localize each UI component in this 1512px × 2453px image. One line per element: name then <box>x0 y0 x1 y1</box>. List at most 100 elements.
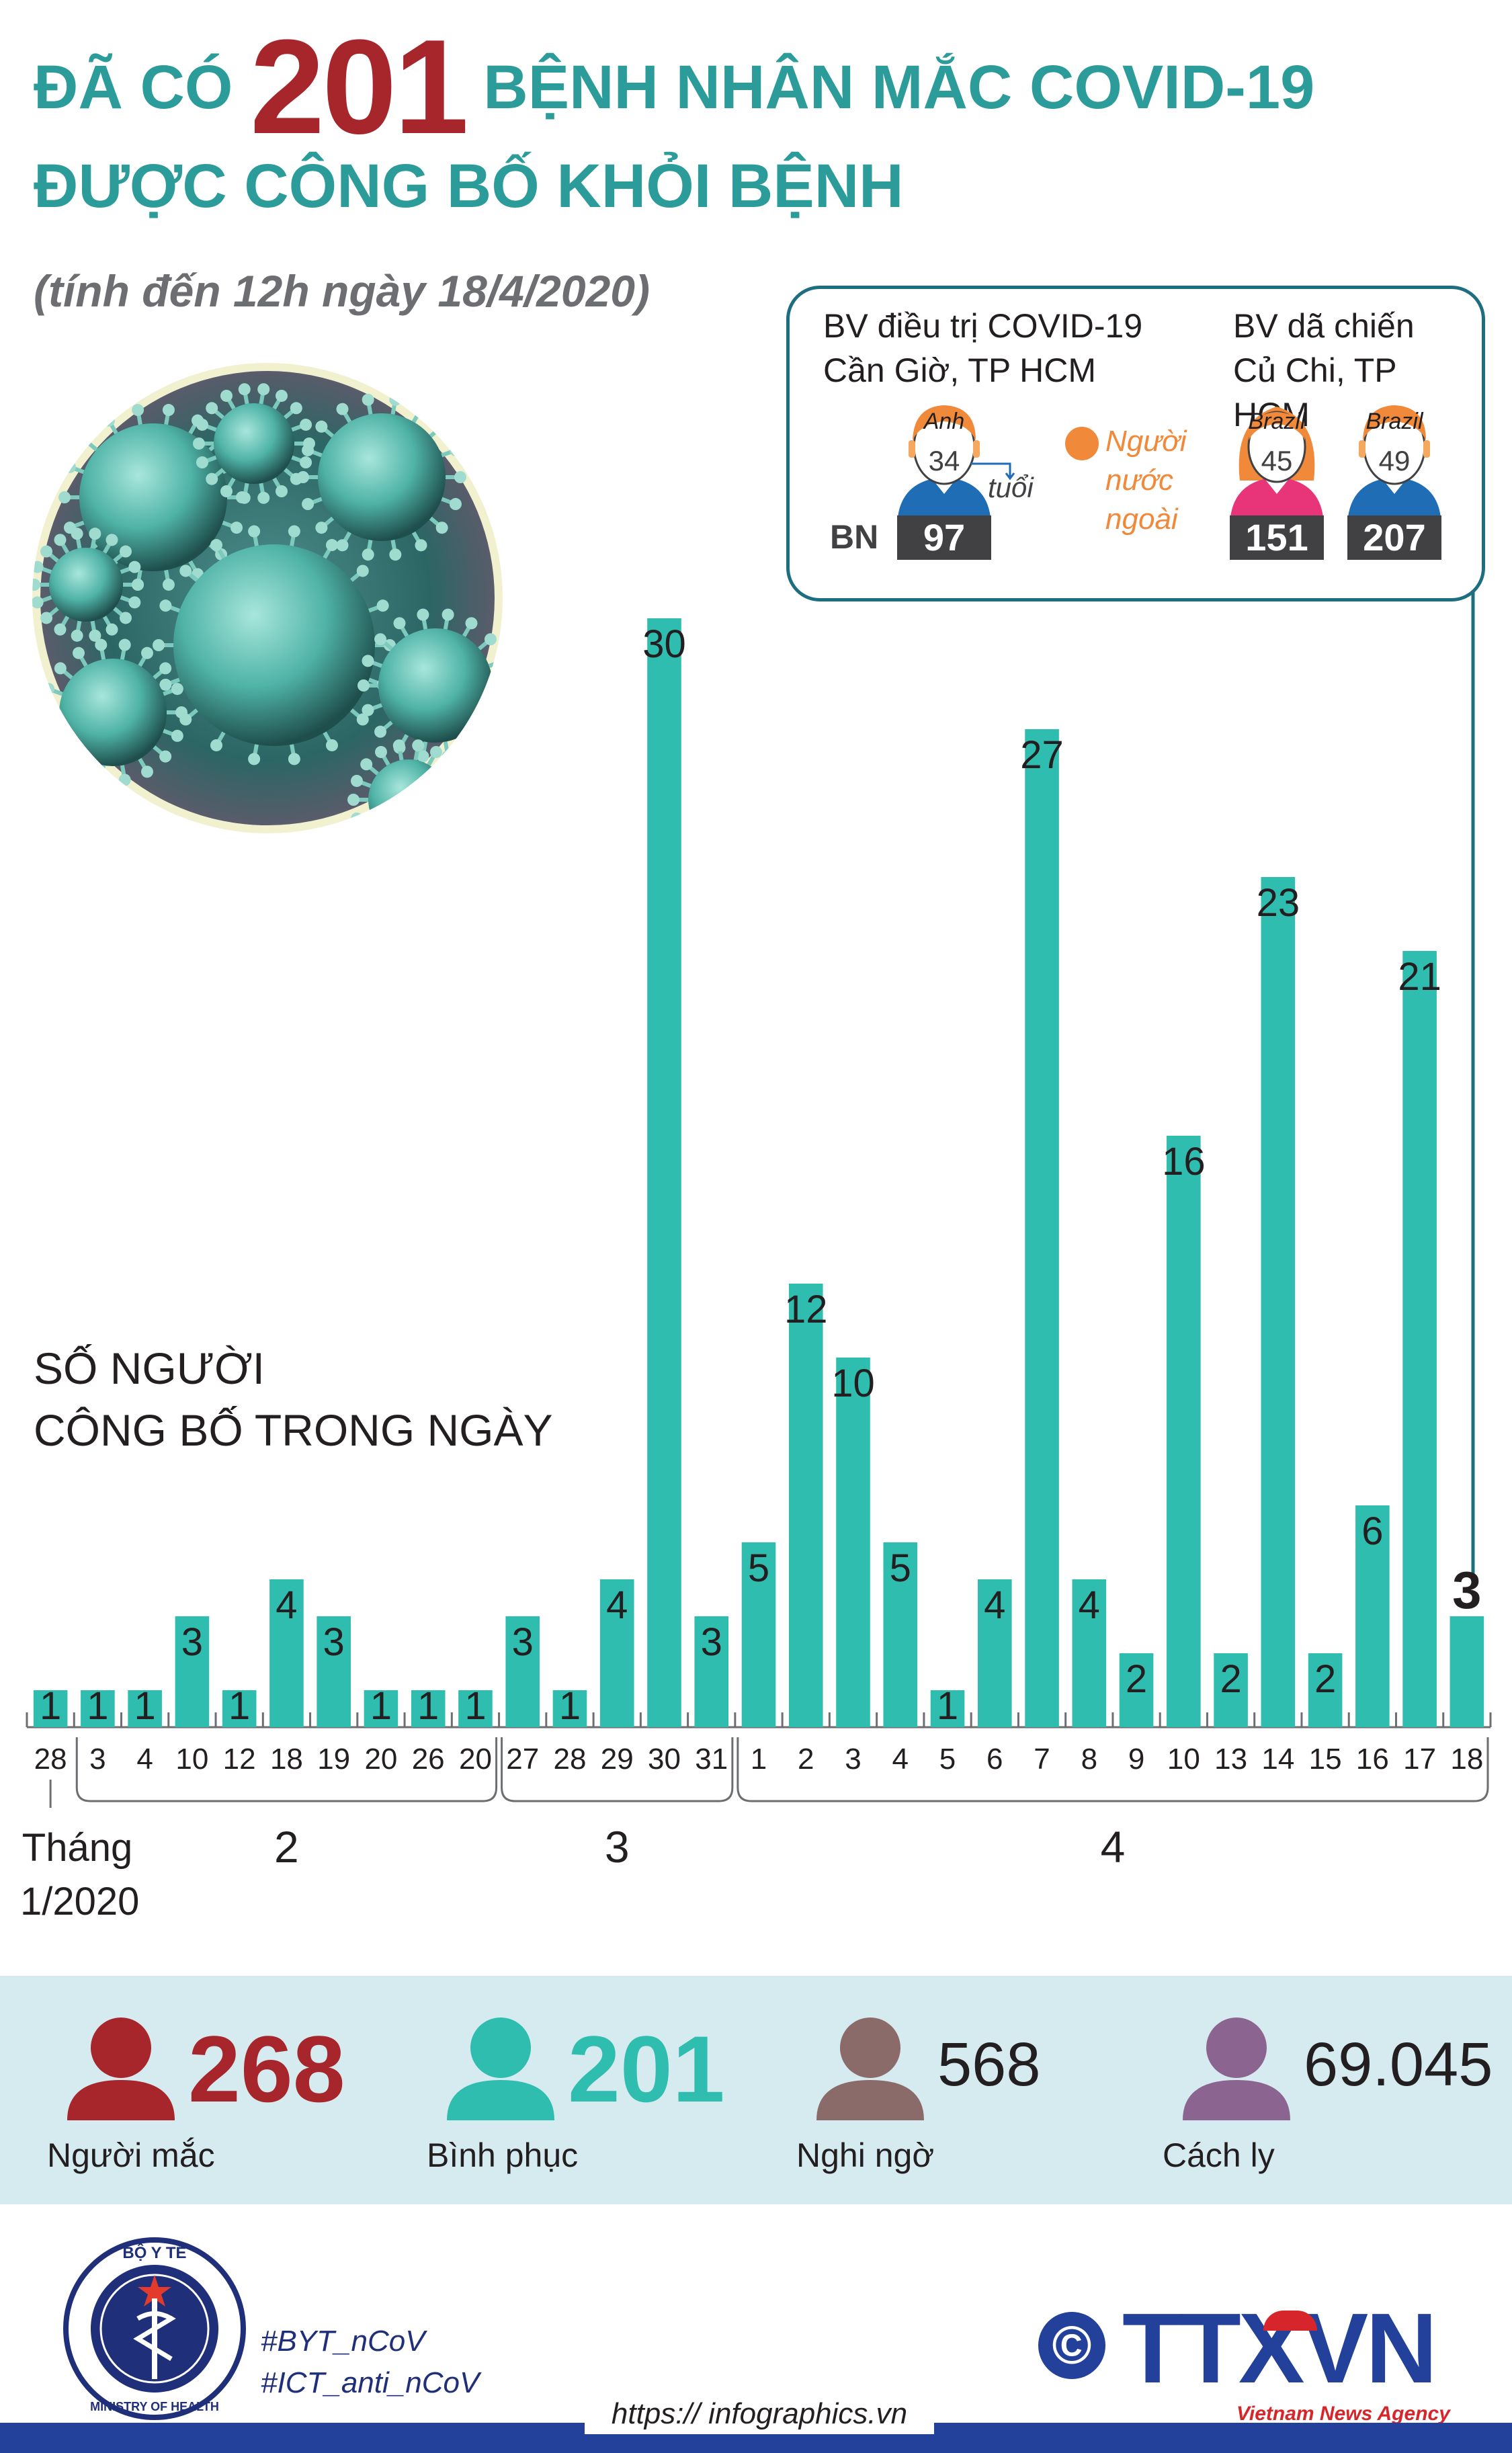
person-icon <box>447 2018 554 2120</box>
bar <box>647 618 681 1727</box>
x-tick-label: 12 <box>223 1743 256 1776</box>
x-tick-label: 28 <box>553 1743 586 1776</box>
x-tick-label: 28 <box>34 1743 67 1776</box>
bar-value-label: 2 <box>1126 1657 1147 1701</box>
bar <box>694 1616 729 1727</box>
bar <box>222 1690 257 1727</box>
bar <box>411 1690 446 1727</box>
x-tick-label: 13 <box>1214 1743 1247 1776</box>
x-tick-label: 15 <box>1309 1743 1342 1776</box>
hashtag-1: #BYT_nCoV <box>261 2325 425 2358</box>
title-number: 201 <box>250 12 469 162</box>
patient-avatar-female-icon <box>1230 407 1324 528</box>
patient3-age: 49 <box>1378 445 1411 476</box>
patient-avatar-male-icon <box>897 405 991 528</box>
bar <box>269 1579 304 1727</box>
bar <box>505 1616 540 1727</box>
x-tick-label: 29 <box>601 1743 634 1776</box>
agency-name: Vietnam News Agency <box>1236 2403 1450 2425</box>
chart-label-line2: CÔNG BỐ TRONG NGÀY <box>34 1405 553 1455</box>
x-tick-label: 5 <box>939 1743 956 1776</box>
x-tick-label: 1 <box>751 1743 767 1776</box>
patient1-age: 34 <box>928 445 960 476</box>
bn-label: BN <box>830 518 879 556</box>
patient-avatar-male-icon <box>1347 405 1441 528</box>
x-tick-label: 30 <box>648 1743 681 1776</box>
bar <box>788 1284 823 1727</box>
bar <box>1119 1653 1154 1727</box>
bar <box>552 1690 587 1727</box>
stat-label: Người mắc <box>47 2136 215 2174</box>
chart-label-line1: SỐ NGƯỜI <box>34 1343 265 1393</box>
x-tick-label: 2 <box>798 1743 814 1776</box>
bar <box>599 1579 634 1727</box>
bar-value-label: 2 <box>1220 1657 1241 1701</box>
bar-value-label: 4 <box>1079 1583 1100 1627</box>
bar-value-label: 5 <box>890 1546 911 1590</box>
bar <box>1214 1653 1248 1727</box>
stat-value: 201 <box>568 2016 725 2122</box>
ministry-bottom-text: MINISTRY OF HEALTH <box>90 2400 219 2413</box>
ministry-top-text: BỘ Y TẾ <box>122 2243 186 2262</box>
subtitle: (tính đến 12h ngày 18/4/2020) <box>34 266 650 316</box>
recovered-foreigners-box: BV điều trị COVID-19 Cần Giờ, TP HCM BV … <box>786 286 1485 601</box>
bar-value-label: 12 <box>784 1288 828 1331</box>
month-label: 4 <box>1100 1822 1126 1872</box>
age-pointer-arrow-icon <box>971 462 1015 481</box>
bar <box>458 1690 493 1727</box>
virus-illustration <box>32 363 503 833</box>
x-tick-label: 27 <box>506 1743 539 1776</box>
x-tick-label: 3 <box>89 1743 106 1776</box>
bar-value-label: 4 <box>984 1583 1005 1627</box>
x-tick-label: 19 <box>317 1743 350 1776</box>
bar-value-label: 5 <box>748 1546 769 1590</box>
person-icon <box>816 2018 924 2120</box>
bar <box>1025 729 1059 1727</box>
stat-label: Cách ly <box>1163 2136 1275 2174</box>
title-suffix: BỆNH NHÂN MẮC COVID-19 <box>483 53 1315 122</box>
bar-value-label: 4 <box>276 1583 297 1627</box>
x-tick-label: 4 <box>892 1743 909 1776</box>
bar-value-label: 3 <box>181 1620 203 1664</box>
x-tick-label: 10 <box>175 1743 208 1776</box>
x-tick-label: 16 <box>1356 1743 1389 1776</box>
bar-value-label: 27 <box>1020 733 1064 777</box>
connector-line <box>1471 591 1475 1586</box>
bar <box>1167 1136 1201 1727</box>
x-tick-label: 4 <box>136 1743 153 1776</box>
x-tick-label: 6 <box>986 1743 1003 1776</box>
x-tick-label: 8 <box>1081 1743 1097 1776</box>
bar <box>1450 1616 1484 1727</box>
bar <box>930 1690 965 1727</box>
patient1-bn: 97 <box>897 515 991 560</box>
bar-value-label: 1 <box>937 1684 958 1728</box>
bar <box>883 1542 918 1727</box>
footer-url-link[interactable]: https:// infographics.vn <box>585 2394 934 2434</box>
bar <box>33 1690 68 1727</box>
bar-value-label: 23 <box>1257 881 1300 925</box>
patient2-nationality: Brazil <box>1248 409 1306 434</box>
bar-value-label: 1 <box>559 1684 581 1728</box>
bar-value-label: 1 <box>370 1684 392 1728</box>
bar-value-label: 30 <box>642 622 686 666</box>
bar-value-label: 1 <box>87 1684 108 1728</box>
x-tick-label: 18 <box>270 1743 303 1776</box>
patient3-bn: 207 <box>1347 515 1441 560</box>
title-line-2: ĐƯỢC CÔNG BỐ KHỎI BỆNH <box>34 152 904 220</box>
x-tick-label: 20 <box>364 1743 397 1776</box>
patient1-nationality: Anh <box>923 409 965 434</box>
bar-value-label: 4 <box>606 1583 628 1627</box>
person-icon <box>1183 2018 1290 2120</box>
x-tick-label: 7 <box>1034 1743 1050 1776</box>
foreigner-legend-dot-icon <box>1065 427 1099 460</box>
bar <box>741 1542 776 1727</box>
month-label: 2 <box>274 1822 299 1872</box>
bar <box>836 1358 870 1727</box>
bar-value-label: 1 <box>134 1684 156 1728</box>
bar <box>1355 1505 1390 1727</box>
x-tick-label: 9 <box>1128 1743 1144 1776</box>
legend-line3: ngoài <box>1105 503 1178 536</box>
bar-value-label: 2 <box>1314 1657 1336 1701</box>
stat-label: Bình phục <box>427 2136 579 2174</box>
bar <box>317 1616 351 1727</box>
